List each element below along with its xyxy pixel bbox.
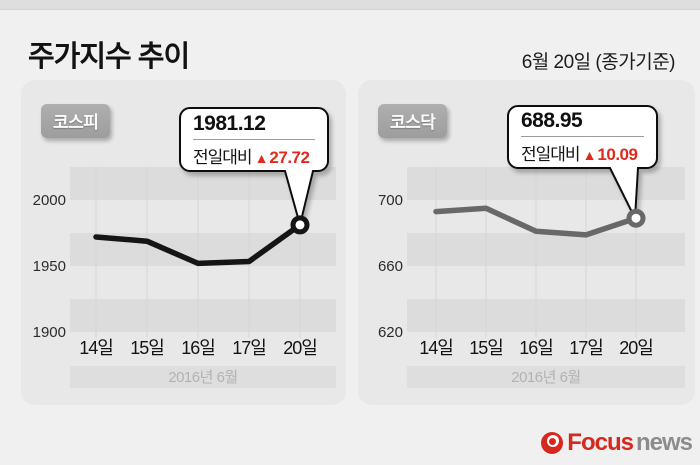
x-tick-label: 14일 [79, 338, 113, 358]
change-prefix-label: 전일대비 [193, 147, 253, 167]
kospi-last-value: 1981.12 [193, 111, 266, 135]
kospi-chart: 2016년 6월 2000 1950 1900 14일 15일 16일 17일 20일 [33, 107, 336, 388]
callout-divider [521, 136, 644, 137]
x-tick-label: 15일 [130, 338, 164, 358]
kospi-change-value: 27.72 [269, 147, 310, 167]
logo-text-focus: Focus [567, 429, 634, 456]
kosdaq-chart: 2016년 6월 700 660 620 14일 15일 16일 17일 20일 [378, 105, 685, 388]
y-tick-label: 660 [378, 258, 403, 275]
y-tick-label: 620 [378, 324, 403, 341]
kosdaq-last-value: 688.95 [521, 109, 583, 132]
stripe-band [407, 167, 685, 200]
index-line [433, 205, 639, 238]
x-tick-label: 17일 [569, 338, 603, 358]
callout-bubble [507, 105, 658, 223]
kosdaq-callout: 688.95 전일대비 ▲ 10.09 [508, 106, 657, 168]
y-tick-label: 1900 [33, 324, 66, 341]
callout-bubble [179, 107, 329, 229]
kosdaq-badge: 코스닥 [378, 104, 448, 138]
kosdaq-chart-card: 2016년 6월 700 660 620 14일 15일 16일 17일 20일 코스닥 688… [358, 80, 695, 405]
month-band [407, 366, 685, 388]
x-tick-label: 16일 [181, 338, 215, 358]
kosdaq-change-line: 전일대비 ▲ 10.09 [521, 140, 644, 165]
x-tick-label: 20일 [283, 338, 317, 358]
kospi-chart-card: 2016년 6월 2000 1950 1900 14일 15일 16일 17일 20일 코스피 … [21, 80, 346, 405]
stripe-band [70, 299, 336, 332]
month-label: 2016년 6월 [511, 369, 580, 386]
x-tick-label: 14일 [419, 338, 453, 358]
change-prefix-label: 전일대비 [521, 145, 581, 164]
index-line [93, 222, 303, 267]
callout-divider [193, 138, 315, 140]
logo-text-news: news [635, 429, 693, 456]
kosdaq-change-value: 10.09 [597, 145, 638, 164]
page-title: 주가지수 추이 [28, 41, 190, 74]
kospi-badge: 코스피 [41, 104, 111, 138]
up-triangle-icon: ▲ [254, 149, 269, 166]
last-point-marker [626, 208, 646, 228]
x-tick-label: 17일 [232, 338, 266, 358]
x-tick-label: 16일 [519, 338, 553, 358]
focusnews-swirl-icon [541, 432, 564, 454]
y-tick-label: 700 [378, 192, 403, 209]
x-tick-label: 20일 [619, 338, 653, 358]
y-tick-label: 2000 [33, 192, 66, 209]
month-band [70, 366, 336, 388]
date-note: 6월 20일 (종가기준) [521, 52, 676, 73]
kospi-change-line: 전일대비 ▲ 27.72 [193, 143, 315, 168]
focusnews-logo: Focus news [541, 429, 693, 456]
up-triangle-icon: ▲ [582, 147, 597, 163]
top-accent-bar [0, 0, 700, 10]
kospi-callout: 1981.12 전일대비 ▲ 27.72 [180, 108, 328, 171]
stripe-band [407, 299, 685, 332]
month-label: 2016년 6월 [168, 369, 237, 386]
last-point-marker [290, 215, 310, 235]
x-tick-label: 15일 [469, 338, 503, 358]
y-tick-label: 1950 [33, 258, 66, 275]
stripe-band [407, 233, 685, 266]
